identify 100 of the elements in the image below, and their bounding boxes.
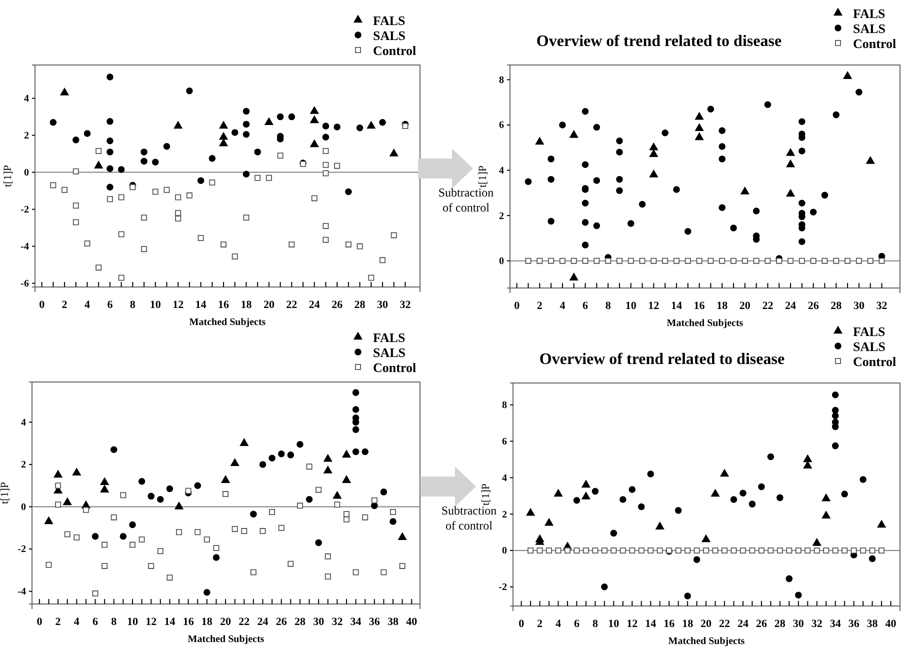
- point: [546, 547, 552, 554]
- point: [138, 478, 146, 485]
- point: [306, 464, 312, 470]
- point: [649, 149, 658, 158]
- point: [334, 124, 340, 130]
- point: [649, 142, 658, 150]
- point: [322, 148, 329, 154]
- point: [242, 108, 250, 115]
- point: [250, 569, 256, 576]
- point: [345, 241, 352, 248]
- point: [311, 195, 318, 202]
- point: [218, 138, 228, 146]
- x-tick-label: 18: [716, 300, 728, 312]
- point: [869, 547, 876, 554]
- point: [878, 258, 885, 264]
- point: [798, 200, 806, 206]
- chart-title: Overview of trend related to disease: [536, 33, 782, 50]
- y-axis-title: t[1]P: [477, 166, 489, 188]
- x-tick-label: 30: [853, 300, 865, 312]
- point: [684, 547, 691, 554]
- point: [74, 534, 80, 540]
- point: [786, 547, 792, 554]
- point: [582, 161, 589, 168]
- legend-label: Control: [853, 36, 896, 51]
- point: [833, 258, 840, 264]
- point: [55, 482, 62, 489]
- point: [352, 389, 360, 396]
- point: [148, 492, 154, 500]
- point: [684, 228, 692, 235]
- x-tick-label: 18: [682, 618, 694, 630]
- x-tick-label: 10: [608, 618, 620, 630]
- point: [72, 202, 79, 209]
- point: [110, 446, 118, 454]
- point: [548, 176, 554, 183]
- point: [730, 496, 738, 503]
- point: [269, 509, 276, 516]
- point: [694, 123, 704, 132]
- point: [616, 258, 622, 264]
- point: [50, 182, 56, 188]
- x-tick-label: 8: [130, 298, 136, 311]
- point: [570, 258, 577, 264]
- point: [324, 574, 331, 580]
- point: [605, 258, 612, 264]
- point: [100, 477, 110, 486]
- point: [650, 258, 657, 264]
- point: [379, 118, 386, 126]
- point: [878, 547, 885, 554]
- y-tick-label: 0: [21, 502, 26, 513]
- point: [798, 258, 805, 264]
- point: [129, 521, 136, 528]
- point: [638, 547, 644, 554]
- x-tick-label: 8: [592, 618, 598, 630]
- point: [573, 497, 580, 504]
- point: [703, 547, 710, 554]
- point: [197, 177, 204, 184]
- point: [548, 218, 554, 225]
- point: [629, 547, 636, 554]
- point: [544, 518, 554, 526]
- x-tick-label: 14: [164, 616, 176, 628]
- x-tick-label: 16: [218, 298, 230, 311]
- point: [185, 488, 192, 494]
- point: [129, 542, 136, 548]
- point: [582, 547, 589, 554]
- point: [130, 184, 136, 190]
- point: [860, 476, 866, 483]
- point: [380, 569, 387, 576]
- x-tick-label: 20: [700, 618, 712, 630]
- y-tick-label: 8: [502, 400, 507, 412]
- x-tick-label: 16: [182, 616, 194, 628]
- point: [259, 461, 266, 468]
- point: [610, 547, 617, 554]
- point: [776, 494, 784, 502]
- x-tick-label: 16: [664, 618, 676, 630]
- point: [758, 547, 764, 554]
- point: [277, 152, 284, 159]
- point: [296, 440, 304, 448]
- point: [166, 574, 173, 581]
- x-tick-label: 8: [111, 616, 118, 628]
- point: [856, 258, 862, 264]
- point: [647, 470, 654, 478]
- point: [856, 88, 862, 96]
- point: [868, 555, 876, 562]
- point: [118, 274, 124, 281]
- legend-label: Control: [373, 43, 416, 58]
- point: [50, 118, 57, 126]
- point: [72, 168, 79, 174]
- y-axis-title: t[1]P: [0, 482, 11, 504]
- x-tick-label: 6: [92, 616, 99, 628]
- y-tick-label: -2: [18, 544, 26, 556]
- point: [322, 122, 330, 130]
- point: [118, 194, 124, 200]
- point: [96, 264, 102, 271]
- point: [148, 562, 154, 569]
- point: [673, 258, 680, 264]
- point: [525, 258, 532, 264]
- point: [655, 522, 664, 530]
- point: [342, 450, 352, 458]
- legend-label: SALS: [373, 345, 406, 360]
- point: [323, 466, 332, 474]
- x-tick-label: 30: [377, 298, 389, 311]
